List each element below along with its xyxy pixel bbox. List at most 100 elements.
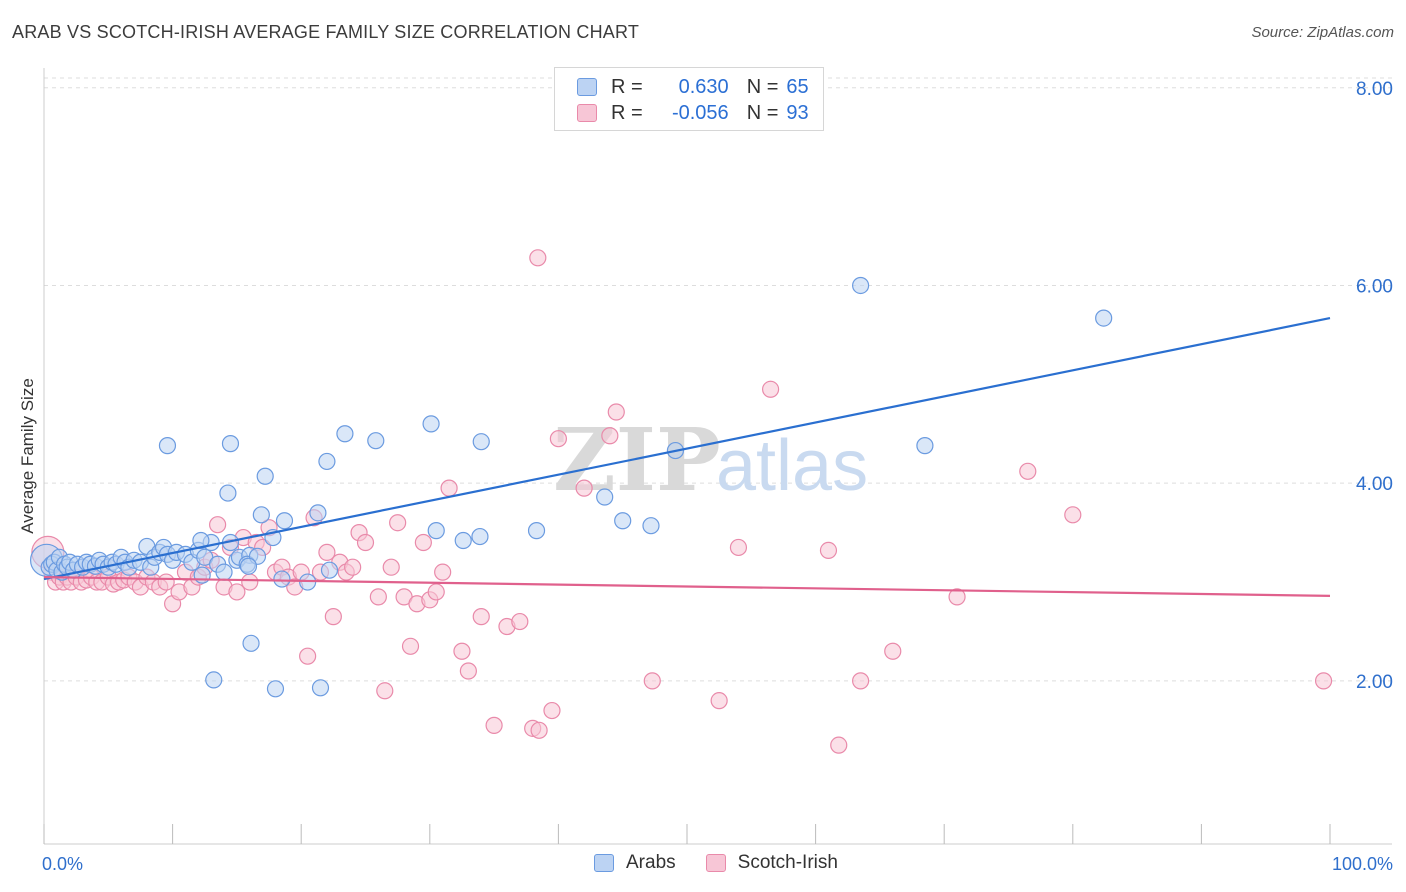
legend-r-value-arabs: 0.630 (678, 75, 729, 98)
y-tick-label: 2.00 (1356, 672, 1393, 693)
data-point-arabs (596, 488, 614, 506)
legend-swatch-arabs (594, 854, 614, 872)
legend-n-label: N = (746, 75, 779, 98)
data-point-scotch-irish (819, 541, 838, 560)
legend-r-value-scotch-irish: -0.056 (671, 101, 729, 124)
data-point-scotch-irish (607, 403, 625, 421)
y-tick-label: 4.00 (1356, 474, 1393, 495)
data-point-scotch-irish (601, 427, 619, 445)
data-point-scotch-irish (453, 642, 471, 660)
data-point-scotch-irish (414, 533, 432, 552)
data-point-scotch-irish (241, 573, 259, 591)
legend-r-label: R = (611, 75, 643, 98)
data-point-scotch-irish (401, 637, 420, 655)
data-point-scotch-irish (529, 249, 547, 267)
data-point-arabs (242, 634, 260, 652)
legend-swatch-arabs (577, 78, 597, 96)
data-point-scotch-irish (511, 612, 529, 631)
legend-swatch-scotch-irish (577, 104, 597, 122)
legend-label-scotch-irish: Scotch-Irish (737, 852, 838, 873)
data-point-scotch-irish (459, 662, 477, 680)
chart-title: ARAB VS SCOTCH-IRISH AVERAGE FAMILY SIZE… (12, 22, 640, 42)
data-point-scotch-irish (228, 583, 246, 601)
legend-r-label: R = (611, 101, 643, 124)
y-axis-label: Average Family Size (18, 378, 37, 534)
data-point-scotch-irish (427, 583, 445, 601)
data-point-scotch-irish (376, 682, 394, 700)
data-point-arabs (219, 484, 237, 502)
data-point-scotch-irish (884, 642, 902, 660)
data-point-arabs (336, 425, 354, 443)
data-point-arabs (239, 557, 258, 575)
data-point-arabs (266, 680, 285, 698)
watermark-atlas: atlas (716, 426, 868, 506)
data-point-scotch-irish (948, 588, 966, 606)
watermark-zip: ZIP (553, 410, 721, 511)
data-point-scotch-irish (209, 516, 227, 534)
data-point-scotch-irish (710, 692, 728, 710)
data-point-arabs (614, 512, 632, 530)
data-point-scotch-irish (1019, 462, 1037, 480)
data-point-arabs (158, 437, 177, 455)
data-point-scotch-irish (543, 701, 561, 720)
legend-row-scotch-irish: R = -0.056 N = 93 (577, 101, 809, 125)
data-point-scotch-irish (575, 479, 593, 497)
data-point-arabs (193, 566, 211, 584)
data-point-arabs (256, 467, 274, 485)
data-point-arabs (916, 437, 934, 455)
legend-row-arabs: R = 0.630 N = 65 (577, 75, 809, 99)
data-point-scotch-irish (485, 716, 503, 734)
legend-label-arabs: Arabs (626, 852, 676, 873)
data-point-scotch-irish (761, 380, 780, 398)
data-point-arabs (852, 276, 870, 295)
legend-swatch-scotch-irish (705, 854, 726, 872)
data-point-scotch-irish (729, 538, 748, 557)
data-point-arabs (205, 671, 223, 689)
data-point-arabs (1095, 309, 1113, 327)
data-point-arabs (252, 506, 270, 524)
data-point-scotch-irish (344, 558, 362, 576)
data-point-arabs (642, 517, 660, 535)
data-point-arabs (472, 433, 490, 451)
data-point-scotch-irish (440, 479, 458, 497)
data-point-scotch-irish (830, 736, 848, 754)
data-point-arabs (309, 504, 327, 522)
trend-line-scotch-irish (43, 575, 1331, 597)
legend-n-label: N = (746, 101, 779, 124)
data-point-arabs (318, 452, 336, 471)
data-point-scotch-irish (472, 608, 490, 626)
trend-line-arabs (43, 317, 1331, 581)
data-point-arabs (471, 527, 489, 546)
data-point-scotch-irish (389, 514, 407, 532)
data-point-arabs (273, 570, 291, 588)
data-point-scotch-irish (1064, 506, 1082, 524)
data-point-arabs (454, 531, 472, 550)
data-point-arabs (367, 432, 385, 450)
data-point-arabs (427, 522, 445, 540)
data-point-arabs (311, 679, 330, 697)
data-point-scotch-irish (549, 430, 568, 448)
series-legend: Arabs Scotch-Irish (594, 852, 868, 874)
data-point-scotch-irish (299, 647, 317, 665)
data-point-arabs (320, 561, 339, 579)
legend-item-scotch-irish[interactable]: Scotch-Irish (705, 852, 838, 874)
data-point-arabs (422, 415, 440, 433)
data-point-arabs (215, 563, 233, 581)
stats-legend: R = 0.630 N = 65 R = -0.056 N = 93 (554, 67, 824, 131)
data-point-arabs (527, 522, 546, 540)
data-point-scotch-irish (1314, 672, 1333, 690)
data-point-arabs (192, 531, 210, 550)
x-tick-label: 100.0% (1332, 854, 1393, 874)
data-point-scotch-irish (318, 543, 336, 561)
data-point-arabs (275, 512, 294, 530)
data-point-scotch-irish (643, 672, 661, 690)
legend-item-arabs[interactable]: Arabs (594, 852, 676, 874)
data-point-scotch-irish (356, 533, 375, 552)
data-point-scotch-irish (324, 608, 342, 626)
data-point-scotch-irish (434, 563, 452, 581)
data-point-scotch-irish (369, 588, 387, 606)
legend-n-value-arabs: 65 (786, 75, 809, 98)
legend-n-value-scotch-irish: 93 (786, 101, 809, 124)
data-point-scotch-irish (382, 558, 400, 576)
